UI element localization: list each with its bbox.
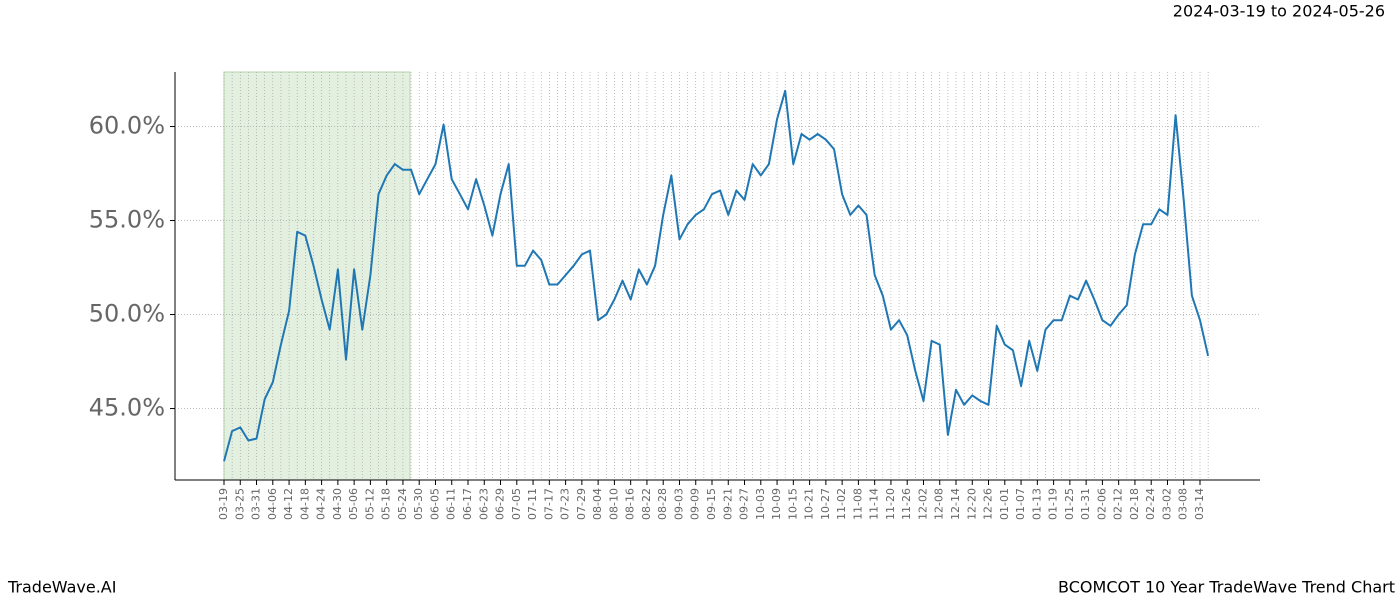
highlight-band xyxy=(223,71,411,481)
x-tick-label: 04-18 xyxy=(298,488,311,520)
line-series xyxy=(223,89,1210,462)
x-tick-label: 09-27 xyxy=(738,488,751,520)
x-tick-label: 07-23 xyxy=(559,488,572,520)
x-tick-label: 10-15 xyxy=(786,488,799,520)
x-tick-label: 09-09 xyxy=(689,488,702,520)
y-tick-label: 55.0% xyxy=(89,206,165,234)
x-tick-label: 09-03 xyxy=(672,488,685,520)
x-tick-label: 01-13 xyxy=(1030,488,1043,520)
x-tick-label: 01-25 xyxy=(1063,488,1076,520)
x-tick-label: 02-12 xyxy=(1112,488,1125,520)
x-tick-label: 09-15 xyxy=(705,488,718,520)
x-tick-label: 08-04 xyxy=(591,488,604,520)
x-tick-label: 07-17 xyxy=(542,488,555,520)
y-tick-label: 50.0% xyxy=(89,300,165,328)
x-tick-label: 02-24 xyxy=(1144,488,1157,520)
x-tick-label: 01-07 xyxy=(1014,488,1027,520)
x-tick-label: 08-10 xyxy=(607,488,620,520)
x-tick-label: 12-08 xyxy=(933,488,946,520)
y-tick-label: 45.0% xyxy=(89,394,165,422)
x-tick-label: 11-26 xyxy=(900,488,913,520)
x-tick-label: 04-12 xyxy=(282,488,295,520)
x-tick-label: 01-01 xyxy=(998,488,1011,520)
x-tick-label: 10-03 xyxy=(754,488,767,520)
x-tick-label: 11-02 xyxy=(835,488,848,520)
x-tick-label: 03-08 xyxy=(1177,488,1190,520)
x-tick-label: 12-26 xyxy=(982,488,995,520)
x-tick-label: 03-31 xyxy=(250,488,263,520)
x-tick-label: 07-29 xyxy=(575,488,588,520)
x-tick-label: 05-12 xyxy=(363,488,376,520)
x-tick-label: 11-14 xyxy=(868,488,881,520)
x-tick-label: 07-05 xyxy=(510,488,523,520)
x-tick-label: 11-08 xyxy=(851,488,864,520)
x-tick-label: 01-19 xyxy=(1047,488,1060,520)
x-tick-label: 03-14 xyxy=(1193,488,1206,520)
x-tick-label: 03-25 xyxy=(233,488,246,520)
x-tick-label: 12-02 xyxy=(916,488,929,520)
x-tick-label: 06-29 xyxy=(494,488,507,520)
x-tick-label: 05-06 xyxy=(347,488,360,520)
x-tick-label: 02-06 xyxy=(1095,488,1108,520)
x-tick-label: 08-22 xyxy=(640,488,653,520)
x-tick-label: 02-18 xyxy=(1128,488,1141,520)
x-tick-label: 06-23 xyxy=(477,488,490,520)
x-tick-label: 11-20 xyxy=(884,488,897,520)
x-tick-label: 10-27 xyxy=(819,488,832,520)
x-tick-label: 05-24 xyxy=(396,488,409,520)
brand: TradeWave.AI xyxy=(7,578,116,597)
x-tick-label: 04-30 xyxy=(331,488,344,520)
x-tick-label: 06-11 xyxy=(445,488,458,520)
x-tick-label: 01-31 xyxy=(1079,488,1092,520)
x-tick-label: 04-06 xyxy=(266,488,279,520)
x-tick-label: 03-19 xyxy=(217,488,230,520)
x-tick-label: 12-20 xyxy=(965,488,978,520)
x-tick-label: 08-16 xyxy=(624,488,637,520)
x-tick-label: 03-02 xyxy=(1160,488,1173,520)
x-tick-label: 05-18 xyxy=(380,488,393,520)
date-range: 2024-03-19 to 2024-05-26 xyxy=(1173,2,1385,21)
x-tick-label: 08-28 xyxy=(656,488,669,520)
x-tick-label: 09-21 xyxy=(721,488,734,520)
x-tick-label: 07-11 xyxy=(526,488,539,520)
x-tick-label: 06-05 xyxy=(428,488,441,520)
x-tick-label: 10-09 xyxy=(770,488,783,520)
y-tick-label: 60.0% xyxy=(89,112,165,140)
x-tick-label: 04-24 xyxy=(315,488,328,520)
chart-title: BCOMCOT 10 Year TradeWave Trend Chart xyxy=(1058,578,1395,597)
x-tick-label: 12-14 xyxy=(949,488,962,520)
x-tick-label: 10-21 xyxy=(803,488,816,520)
x-tick-label: 06-17 xyxy=(461,488,474,520)
x-tick-label: 05-30 xyxy=(412,488,425,520)
